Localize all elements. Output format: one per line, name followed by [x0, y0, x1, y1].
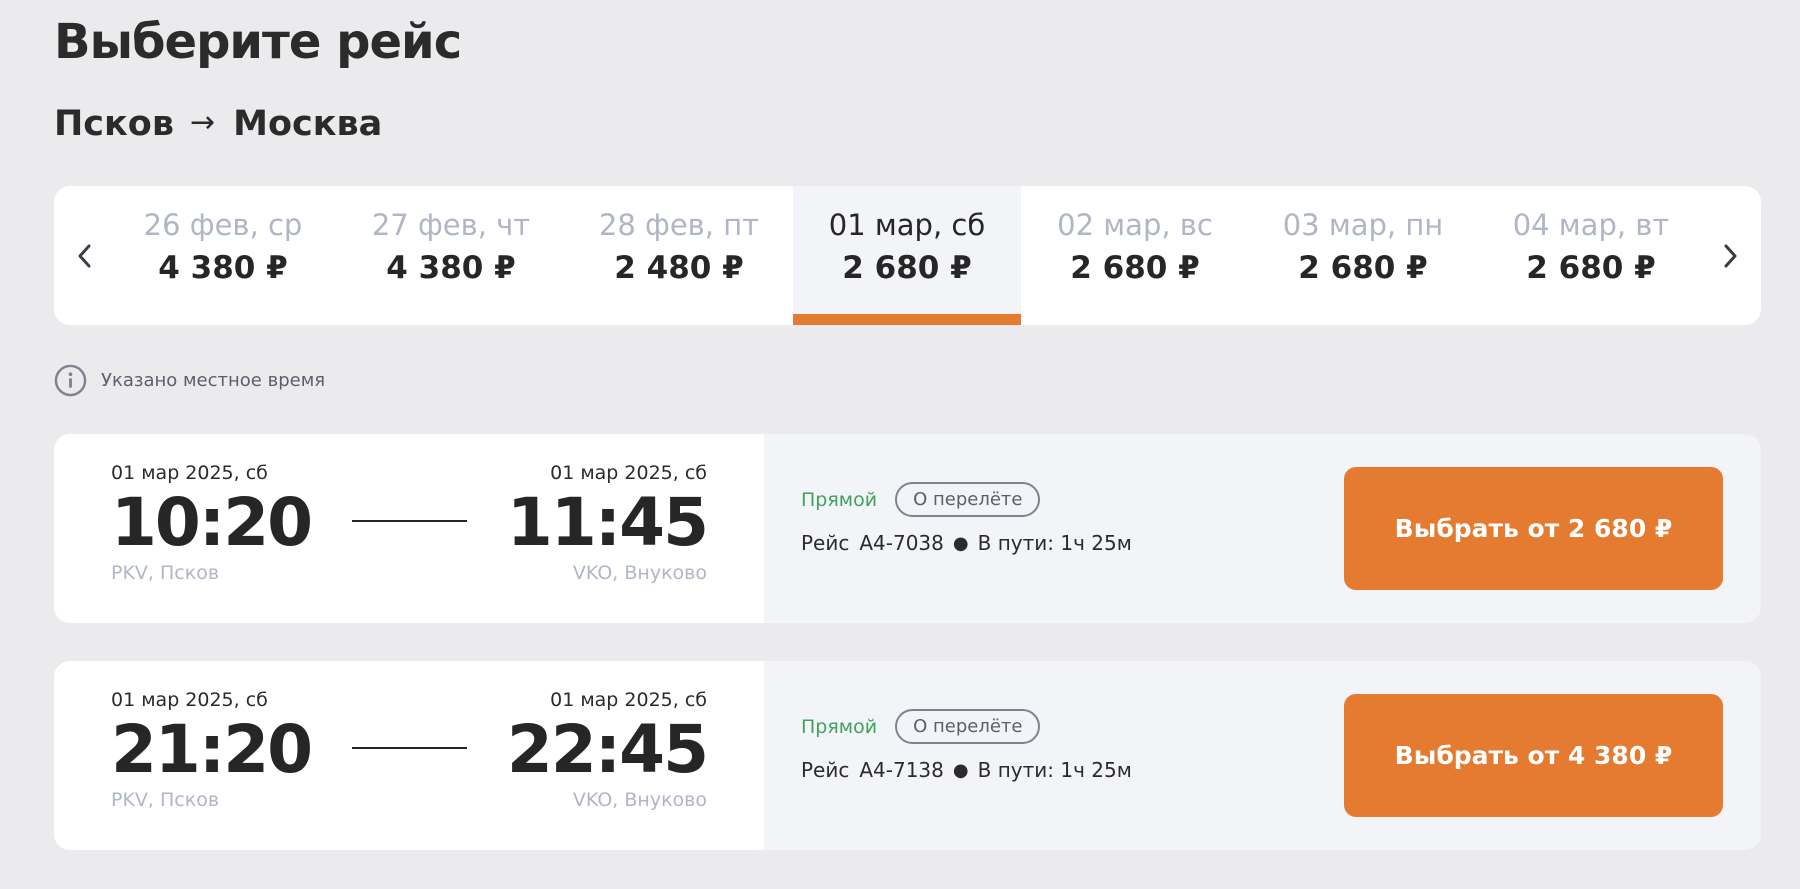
- date-tab-4[interactable]: 02 мар, вс 2 680 ₽: [1021, 186, 1249, 325]
- select-flight-button[interactable]: Выбрать от 4 380 ₽: [1344, 694, 1723, 817]
- departure-block: 01 мар 2025, сб 10:20 PKV, Псков: [111, 462, 313, 584]
- info-icon: [54, 364, 87, 397]
- date-tab-price: 4 380 ₽: [158, 250, 288, 286]
- arrival-block: 01 мар 2025, сб 11:45 VKO, Внуково: [506, 462, 709, 584]
- flight-duration: В пути: 1ч 25м: [977, 531, 1132, 555]
- arrival-time: 11:45: [506, 484, 709, 561]
- flight-number: А4-7138: [859, 758, 944, 782]
- date-tab-label: 26 фев, ср: [143, 208, 303, 242]
- flight-route-line: [352, 747, 467, 749]
- about-flight-button[interactable]: О перелёте: [895, 709, 1041, 744]
- flight-prefix: Рейс: [801, 531, 850, 555]
- local-time-notice: Указано местное время: [54, 364, 325, 397]
- flight-route-line: [352, 520, 467, 522]
- date-tab-price: 2 680 ₽: [1526, 250, 1656, 286]
- date-tab-price: 4 380 ₽: [386, 250, 516, 286]
- route-heading: Псков → Москва: [54, 104, 382, 144]
- arrival-airport: VKO, Внуково: [572, 789, 707, 811]
- page-title: Выберите рейс: [54, 14, 462, 70]
- date-tab-price: 2 680 ₽: [1070, 250, 1200, 286]
- flight-number: А4-7038: [859, 531, 944, 555]
- flight-card: 01 мар 2025, сб 21:20 PKV, Псков 01 мар …: [54, 661, 1761, 850]
- date-tab-6[interactable]: 04 мар, вт 2 680 ₽: [1477, 186, 1705, 325]
- date-tab-label: 27 фев, чт: [371, 208, 531, 242]
- flight-duration: В пути: 1ч 25м: [977, 758, 1132, 782]
- direct-flight-label: Прямой: [801, 488, 878, 511]
- separator-dot-icon: ●: [952, 532, 969, 554]
- departure-date: 01 мар 2025, сб: [111, 689, 268, 711]
- chevron-right-icon: [1724, 244, 1737, 267]
- flight-details: Прямой О перелёте Рейс А4-7138 ● В пути:…: [801, 709, 1132, 782]
- departure-block: 01 мар 2025, сб 21:20 PKV, Псков: [111, 689, 313, 811]
- chevron-left-icon: [78, 244, 91, 267]
- date-strip: 26 фев, ср 4 380 ₽ 27 фев, чт 4 380 ₽ 28…: [54, 186, 1761, 325]
- date-tab-label: 28 фев, пт: [598, 208, 760, 242]
- departure-airport: PKV, Псков: [111, 789, 220, 811]
- route-arrow-icon: →: [190, 104, 216, 140]
- flight-times: 01 мар 2025, сб 21:20 PKV, Псков 01 мар …: [54, 661, 764, 850]
- arrival-date: 01 мар 2025, сб: [550, 689, 707, 711]
- date-tab-label: 03 мар, пн: [1282, 208, 1444, 242]
- flight-details: Прямой О перелёте Рейс А4-7038 ● В пути:…: [801, 482, 1132, 555]
- departure-time: 10:20: [111, 484, 313, 561]
- flight-times: 01 мар 2025, сб 10:20 PKV, Псков 01 мар …: [54, 434, 764, 623]
- about-flight-button[interactable]: О перелёте: [895, 482, 1041, 517]
- date-tab-label: 04 мар, вт: [1512, 208, 1670, 242]
- date-tab-label: 02 мар, вс: [1057, 208, 1213, 242]
- route-to: Москва: [233, 104, 383, 144]
- separator-dot-icon: ●: [952, 759, 969, 781]
- date-tab-price: 2 480 ₽: [614, 250, 744, 286]
- date-tab-price: 2 680 ₽: [842, 250, 972, 286]
- flight-prefix: Рейс: [801, 758, 850, 782]
- arrival-block: 01 мар 2025, сб 22:45 VKO, Внуково: [506, 689, 709, 811]
- flight-card: 01 мар 2025, сб 10:20 PKV, Псков 01 мар …: [54, 434, 1761, 623]
- date-next-button[interactable]: [1701, 186, 1761, 325]
- date-tab-price: 2 680 ₽: [1298, 250, 1428, 286]
- departure-time: 21:20: [111, 711, 313, 788]
- notice-text: Указано местное время: [101, 370, 326, 391]
- direct-flight-label: Прямой: [801, 715, 878, 738]
- date-tab-3-selected[interactable]: 01 мар, сб 2 680 ₽: [793, 186, 1021, 325]
- date-tab-5[interactable]: 03 мар, пн 2 680 ₽: [1249, 186, 1477, 325]
- route-from: Псков: [54, 104, 174, 144]
- arrival-date: 01 мар 2025, сб: [550, 462, 707, 484]
- date-prev-button[interactable]: [54, 186, 114, 325]
- select-flight-button[interactable]: Выбрать от 2 680 ₽: [1344, 467, 1723, 590]
- date-tab-2[interactable]: 28 фев, пт 2 480 ₽: [565, 186, 793, 325]
- date-tab-1[interactable]: 27 фев, чт 4 380 ₽: [337, 186, 565, 325]
- departure-date: 01 мар 2025, сб: [111, 462, 268, 484]
- arrival-airport: VKO, Внуково: [572, 562, 707, 584]
- date-tab-0[interactable]: 26 фев, ср 4 380 ₽: [109, 186, 337, 325]
- departure-airport: PKV, Псков: [111, 562, 220, 584]
- date-tab-label: 01 мар, сб: [828, 208, 986, 242]
- arrival-time: 22:45: [506, 711, 709, 788]
